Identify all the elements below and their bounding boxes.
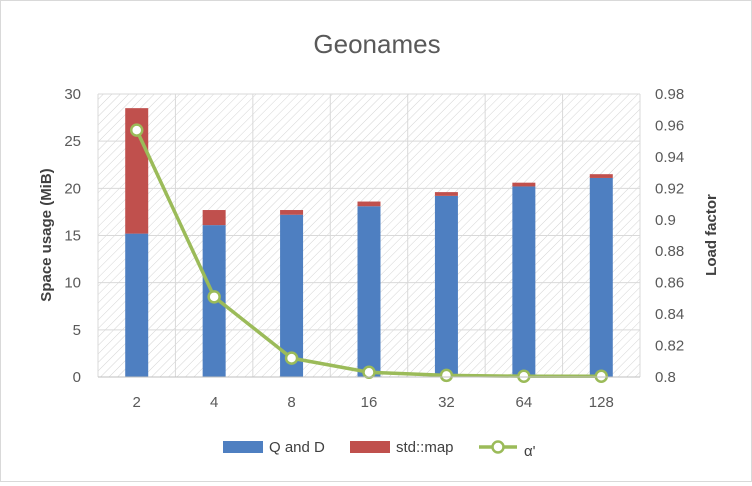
y-right-axis-title: Load factor: [703, 194, 720, 276]
bar-q-and-d: [434, 195, 458, 377]
bar-q-and-d: [357, 206, 381, 377]
x-tick-label: 8: [287, 394, 295, 411]
y-right-tick-label: 0.92: [655, 180, 684, 197]
y-right-tick-label: 0.8: [655, 369, 676, 386]
bar-q-and-d: [125, 233, 149, 377]
x-tick-label: 16: [361, 394, 378, 411]
y-right-tick-label: 0.98: [655, 86, 684, 103]
x-tick-label: 128: [589, 394, 614, 411]
bar-q-and-d: [512, 186, 536, 377]
legend-q-and-d-label: Q and D: [269, 439, 325, 456]
chart-title: Geonames: [313, 29, 440, 59]
bar-std-map: [434, 192, 458, 196]
bar-std-map: [357, 201, 381, 207]
x-tick-label: 32: [438, 394, 455, 411]
y-right-tick-label: 0.96: [655, 117, 684, 134]
y-right-tick-label: 0.94: [655, 149, 684, 166]
y-right-tick-label: 0.82: [655, 338, 684, 355]
alpha-point: [129, 123, 144, 137]
bar-std-map: [512, 182, 536, 187]
x-tick-label: 4: [210, 394, 218, 411]
y-right-tick-label: 0.86: [655, 275, 684, 292]
bar-q-and-d: [280, 214, 304, 377]
legend-alpha-marker: [491, 440, 505, 454]
y-left-tick-label: 30: [64, 86, 81, 103]
y-left-axis-title: Space usage (MiB): [38, 168, 55, 301]
y-left-tick-label: 20: [64, 180, 81, 197]
legend-alpha-label: α': [524, 443, 536, 460]
y-right-tick-label: 0.9: [655, 212, 676, 229]
bar-std-map: [202, 210, 226, 226]
y-left-tick-label: 10: [64, 275, 81, 292]
alpha-point: [594, 369, 609, 383]
y-right-tick-label: 0.88: [655, 243, 684, 260]
legend-q-and-d-swatch: [223, 441, 263, 453]
alpha-point: [362, 365, 376, 380]
legend: Q and D std::map α': [223, 439, 536, 460]
alpha-point: [517, 369, 531, 383]
alpha-point: [439, 368, 454, 383]
alpha-point: [284, 351, 299, 365]
y-left-tick-label: 25: [64, 133, 81, 150]
bar-std-map: [280, 210, 304, 215]
series-line: [129, 123, 609, 383]
y-left-tick-label: 0: [73, 369, 81, 386]
alpha-point: [207, 290, 221, 304]
legend-std-map-swatch: [350, 441, 390, 453]
x-tick-label: 64: [516, 394, 533, 411]
legend-std-map-label: std::map: [396, 439, 454, 456]
axes: 0 5 10 15 20 25 30 0.8 0.82 0.84 0.86 0.88 0.9 0.92 0.…: [64, 86, 684, 411]
y-left-tick-label: 5: [73, 322, 81, 339]
bar-q-and-d: [589, 177, 613, 377]
x-tick-label: 2: [133, 394, 141, 411]
y-left-tick-label: 15: [64, 228, 81, 245]
y-right-tick-label: 0.84: [655, 306, 684, 323]
bar-std-map: [589, 174, 613, 178]
